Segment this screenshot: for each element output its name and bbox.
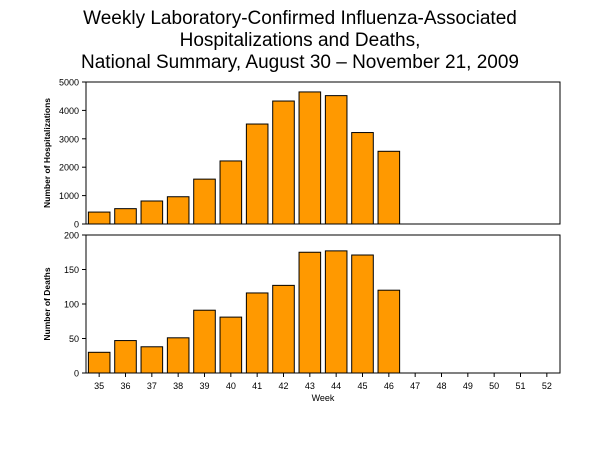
deaths-bar-week-38: [166, 337, 190, 374]
chart-title: Weekly Laboratory-Confirmed Influenza-As…: [0, 8, 600, 74]
x-tick-label: 50: [489, 381, 499, 391]
deaths-y-tick-label: 50: [69, 334, 79, 344]
x-tick-label: 45: [357, 381, 367, 391]
deaths-y-tick-label: 150: [64, 265, 79, 275]
x-tick-label: 37: [147, 381, 157, 391]
deaths-bar-week-45: [351, 254, 374, 374]
x-axis-label: Week: [312, 393, 335, 403]
hospitalizations-bar-week-46: [377, 150, 401, 225]
deaths-bar-week-36: [114, 340, 137, 374]
chart-title-line-3: National Summary, August 30 – November 2…: [81, 52, 519, 73]
hospitalizations-bar-week-40: [219, 160, 243, 225]
hospitalizations-bar-week-41: [245, 123, 269, 225]
hospitalizations-bar-week-45: [351, 132, 374, 225]
hospitalizations-bar-week-42: [272, 100, 295, 225]
hospitalizations-bar-week-39: [193, 178, 216, 225]
x-tick-label: 51: [515, 381, 525, 391]
x-tick-label: 42: [278, 381, 288, 391]
deaths-bar-week-41: [245, 292, 269, 374]
x-tick-label: 39: [199, 381, 209, 391]
x-tick-label: 38: [173, 381, 183, 391]
chart-title-line-2: Hospitalizations and Deaths,: [179, 30, 421, 51]
deaths-y-tick-label: 100: [64, 300, 79, 310]
deaths-bar-week-44: [324, 250, 348, 374]
deaths-bar-week-42: [272, 284, 295, 374]
hospitalizations-bar-week-44: [324, 95, 348, 225]
x-tick-label: 44: [331, 381, 341, 391]
hospitalizations-y-tick-label: 3000: [59, 134, 79, 144]
x-tick-label: 40: [226, 381, 236, 391]
x-tick-label: 52: [542, 381, 552, 391]
deaths-y-tick-label: 0: [74, 369, 79, 379]
hospitalizations-bar-week-43: [298, 91, 322, 225]
hospitalizations-bar-week-36: [114, 208, 137, 225]
deaths-y-axis-label: Number of Deaths: [42, 267, 52, 340]
hospitalizations-y-tick-label: 2000: [59, 163, 79, 173]
chart-title-line-1: Weekly Laboratory-Confirmed Influenza-As…: [83, 8, 517, 29]
hospitalizations-y-axis-label: Number of Hospitalizations: [42, 98, 52, 208]
deaths-bar-week-40: [219, 316, 243, 374]
deaths-bar-week-43: [298, 251, 322, 374]
x-tick-label: 43: [305, 381, 315, 391]
x-tick-label: 49: [463, 381, 473, 391]
deaths-bar-week-46: [377, 289, 401, 374]
hospitalizations-y-tick-label: 5000: [59, 78, 79, 88]
x-tick-label: 41: [252, 381, 262, 391]
hospitalizations-y-tick-label: 0: [74, 220, 79, 230]
x-tick-label: 46: [384, 381, 394, 391]
x-tick-label: 48: [436, 381, 446, 391]
hospitalizations-bar-week-35: [87, 211, 111, 225]
deaths-y-tick-label: 200: [64, 231, 79, 241]
x-tick-label: 35: [94, 381, 104, 391]
hospitalizations-bar-week-37: [140, 200, 164, 225]
hospitalizations-bar-week-38: [166, 196, 190, 225]
x-tick-label: 47: [410, 381, 420, 391]
x-tick-label: 36: [120, 381, 130, 391]
deaths-bar-week-39: [193, 309, 216, 374]
deaths-bar-week-37: [140, 346, 164, 374]
deaths-bar-week-35: [87, 351, 111, 374]
hospitalizations-y-tick-label: 1000: [59, 191, 79, 201]
hospitalizations-y-tick-label: 4000: [59, 106, 79, 116]
hospitalizations-plot-frame: [85, 81, 561, 225]
